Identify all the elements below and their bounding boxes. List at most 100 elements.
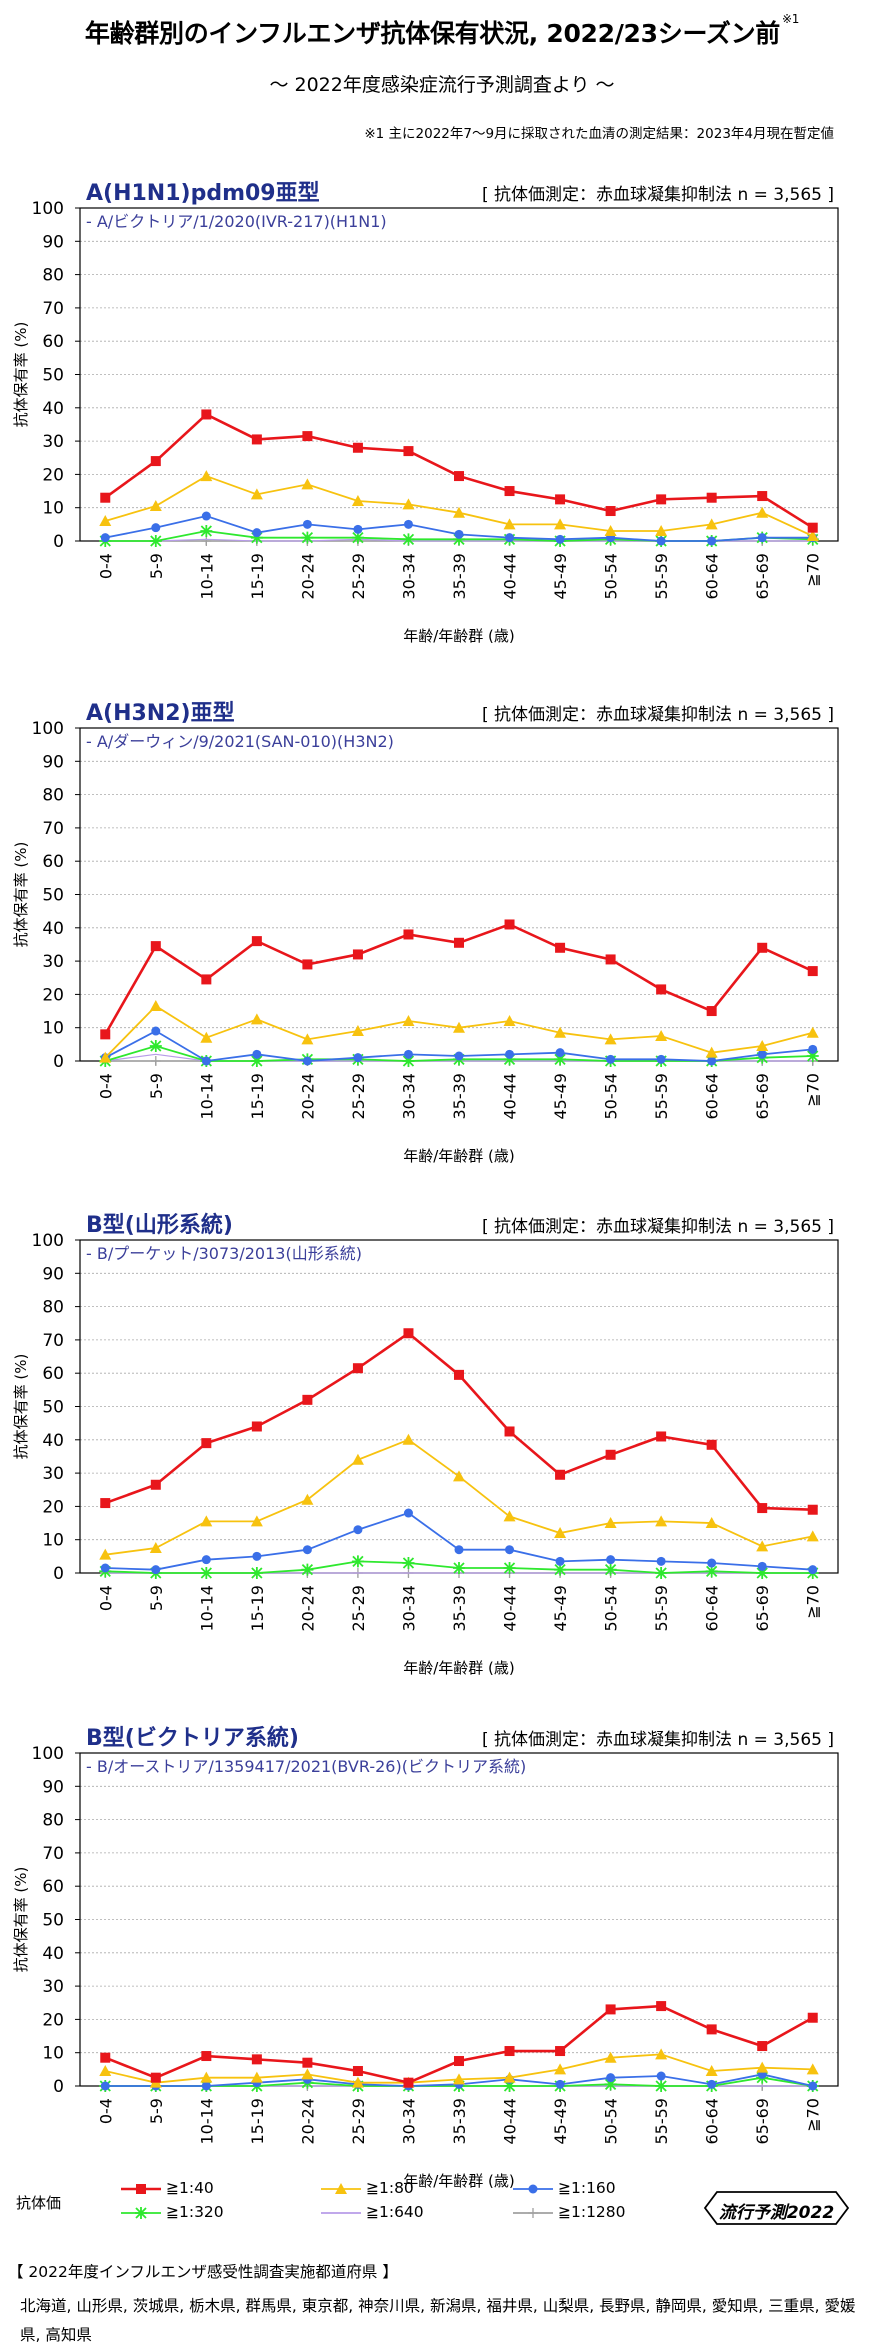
data-point — [351, 1025, 364, 1037]
x-axis-label: 年齢/年齢群 (歳) — [403, 1147, 515, 1165]
data-point — [99, 515, 112, 527]
x-tick-label: 45-49 — [551, 2098, 570, 2145]
chart-title: B型(山形系統) — [86, 1213, 233, 1238]
x-tick-label: 20-24 — [298, 553, 317, 600]
data-point — [200, 1515, 213, 1527]
x-tick-label: 25-29 — [349, 2098, 368, 2145]
y-tick-label: 70 — [42, 819, 64, 839]
y-tick-label: 50 — [42, 1398, 64, 1418]
data-point — [606, 1555, 616, 1565]
data-point — [707, 536, 717, 546]
data-point — [656, 984, 667, 995]
data-point — [505, 1545, 515, 1555]
data-point — [302, 1545, 312, 1555]
y-tick-label: 60 — [42, 332, 64, 352]
badge-label: 流行予測2022 — [718, 2203, 835, 2223]
y-tick-label: 20 — [42, 985, 64, 1005]
x-tick-label: 65-69 — [753, 1585, 772, 1632]
data-point — [555, 494, 566, 505]
data-point — [351, 1555, 364, 1568]
x-tick-label: 45-49 — [551, 1585, 570, 1632]
y-tick-label: 100 — [32, 200, 64, 219]
y-tick-label: 20 — [42, 2010, 64, 2030]
data-point — [554, 1527, 567, 1539]
data-point — [252, 1551, 262, 1561]
data-point — [806, 530, 819, 542]
series-2 — [99, 1433, 819, 1560]
data-point — [250, 1013, 263, 1025]
data-point — [200, 470, 213, 482]
data-point — [707, 1056, 717, 1066]
data-point — [605, 2004, 616, 2015]
x-tick-label: 25-29 — [349, 1585, 368, 1632]
data-point — [100, 2052, 111, 2063]
x-tick-label: 40-44 — [501, 1585, 520, 1632]
legend-marker — [528, 2184, 538, 2194]
data-point — [402, 1557, 415, 1570]
data-point — [453, 1562, 465, 1575]
y-tick-label: 40 — [42, 919, 64, 939]
data-point — [756, 1040, 769, 1052]
data-point — [504, 1426, 515, 1437]
data-point — [454, 1545, 464, 1555]
data-point — [808, 1044, 818, 1054]
x-tick-label: 55-59 — [652, 1585, 671, 1632]
x-tick-label: 0-4 — [96, 1073, 115, 1099]
x-tick-label: ≧70 — [804, 553, 823, 587]
data-point — [151, 1026, 161, 1036]
y-tick-label: 80 — [42, 1811, 64, 1831]
data-point — [302, 959, 313, 970]
data-point — [807, 1504, 818, 1515]
series-1 — [100, 1328, 818, 1515]
data-point — [250, 1055, 263, 1067]
y-tick-label: 80 — [42, 1298, 64, 1318]
data-point — [201, 409, 212, 420]
data-point — [505, 1049, 515, 1059]
y-tick-label: 100 — [32, 1232, 64, 1251]
data-point — [100, 1498, 111, 1509]
chart-plot-2: 0 10 20 30 40 50 60 70 80 90 100 - A/ダーウィン/9/2021(S… — [12, 720, 839, 1165]
y-tick-label: 10 — [42, 1531, 64, 1551]
data-point — [554, 1053, 567, 1066]
series-2 — [99, 1000, 819, 1063]
chart-title: A(H1N1)pdm09亜型 — [86, 181, 320, 206]
data-point — [251, 2054, 262, 2065]
y-axis-label: 抗体保有率 (%) — [12, 1867, 30, 1973]
strain-label: - A/ダーウィン/9/2021(SAN-010)(H3N2) — [86, 732, 394, 751]
y-tick-label: 90 — [42, 752, 64, 772]
legend-marker — [528, 2208, 538, 2218]
data-point — [149, 535, 162, 547]
legend-swatch — [513, 2184, 553, 2194]
data-point — [807, 2012, 818, 2023]
x-tick-label: ≧70 — [804, 1073, 823, 1107]
x-tick-label: ≧70 — [804, 1585, 823, 1619]
data-point — [656, 2001, 667, 2012]
x-tick-label: 60-64 — [703, 1073, 722, 1120]
data-point — [757, 942, 768, 953]
data-point — [705, 1565, 718, 1578]
data-point — [757, 2041, 768, 2052]
x-tick-label: 35-39 — [450, 553, 469, 600]
y-tick-label: 50 — [42, 1911, 64, 1931]
data-point — [351, 495, 364, 507]
data-point — [302, 519, 312, 529]
data-point — [100, 533, 110, 543]
x-tick-label: 40-44 — [501, 553, 520, 600]
data-point — [656, 1556, 666, 1566]
data-point — [403, 929, 414, 940]
x-tick-label: 20-24 — [298, 2098, 317, 2145]
y-tick-label: 0 — [53, 1052, 64, 1072]
y-tick-label: 30 — [42, 1464, 64, 1484]
y-tick-label: 0 — [53, 1564, 64, 1584]
page-title: 年齢群別のインフルエンザ抗体保有状況, 2022/23シーズン前 ※1 — [0, 12, 884, 50]
data-point — [705, 518, 718, 530]
legend-label: ≧1:320 — [166, 2203, 224, 2221]
data-point — [756, 1540, 769, 1552]
data-point — [655, 1567, 668, 1579]
x-tick-label: 5-9 — [147, 553, 166, 579]
x-tick-label: 35-39 — [450, 1073, 469, 1120]
y-tick-label: 60 — [42, 852, 64, 872]
y-axis-label: 抗体保有率 (%) — [12, 322, 30, 428]
chart-plot-4: 0 10 20 30 40 50 60 70 80 90 100 - B/オーストリア/1359417… — [12, 1745, 839, 2190]
data-point — [301, 2068, 314, 2080]
